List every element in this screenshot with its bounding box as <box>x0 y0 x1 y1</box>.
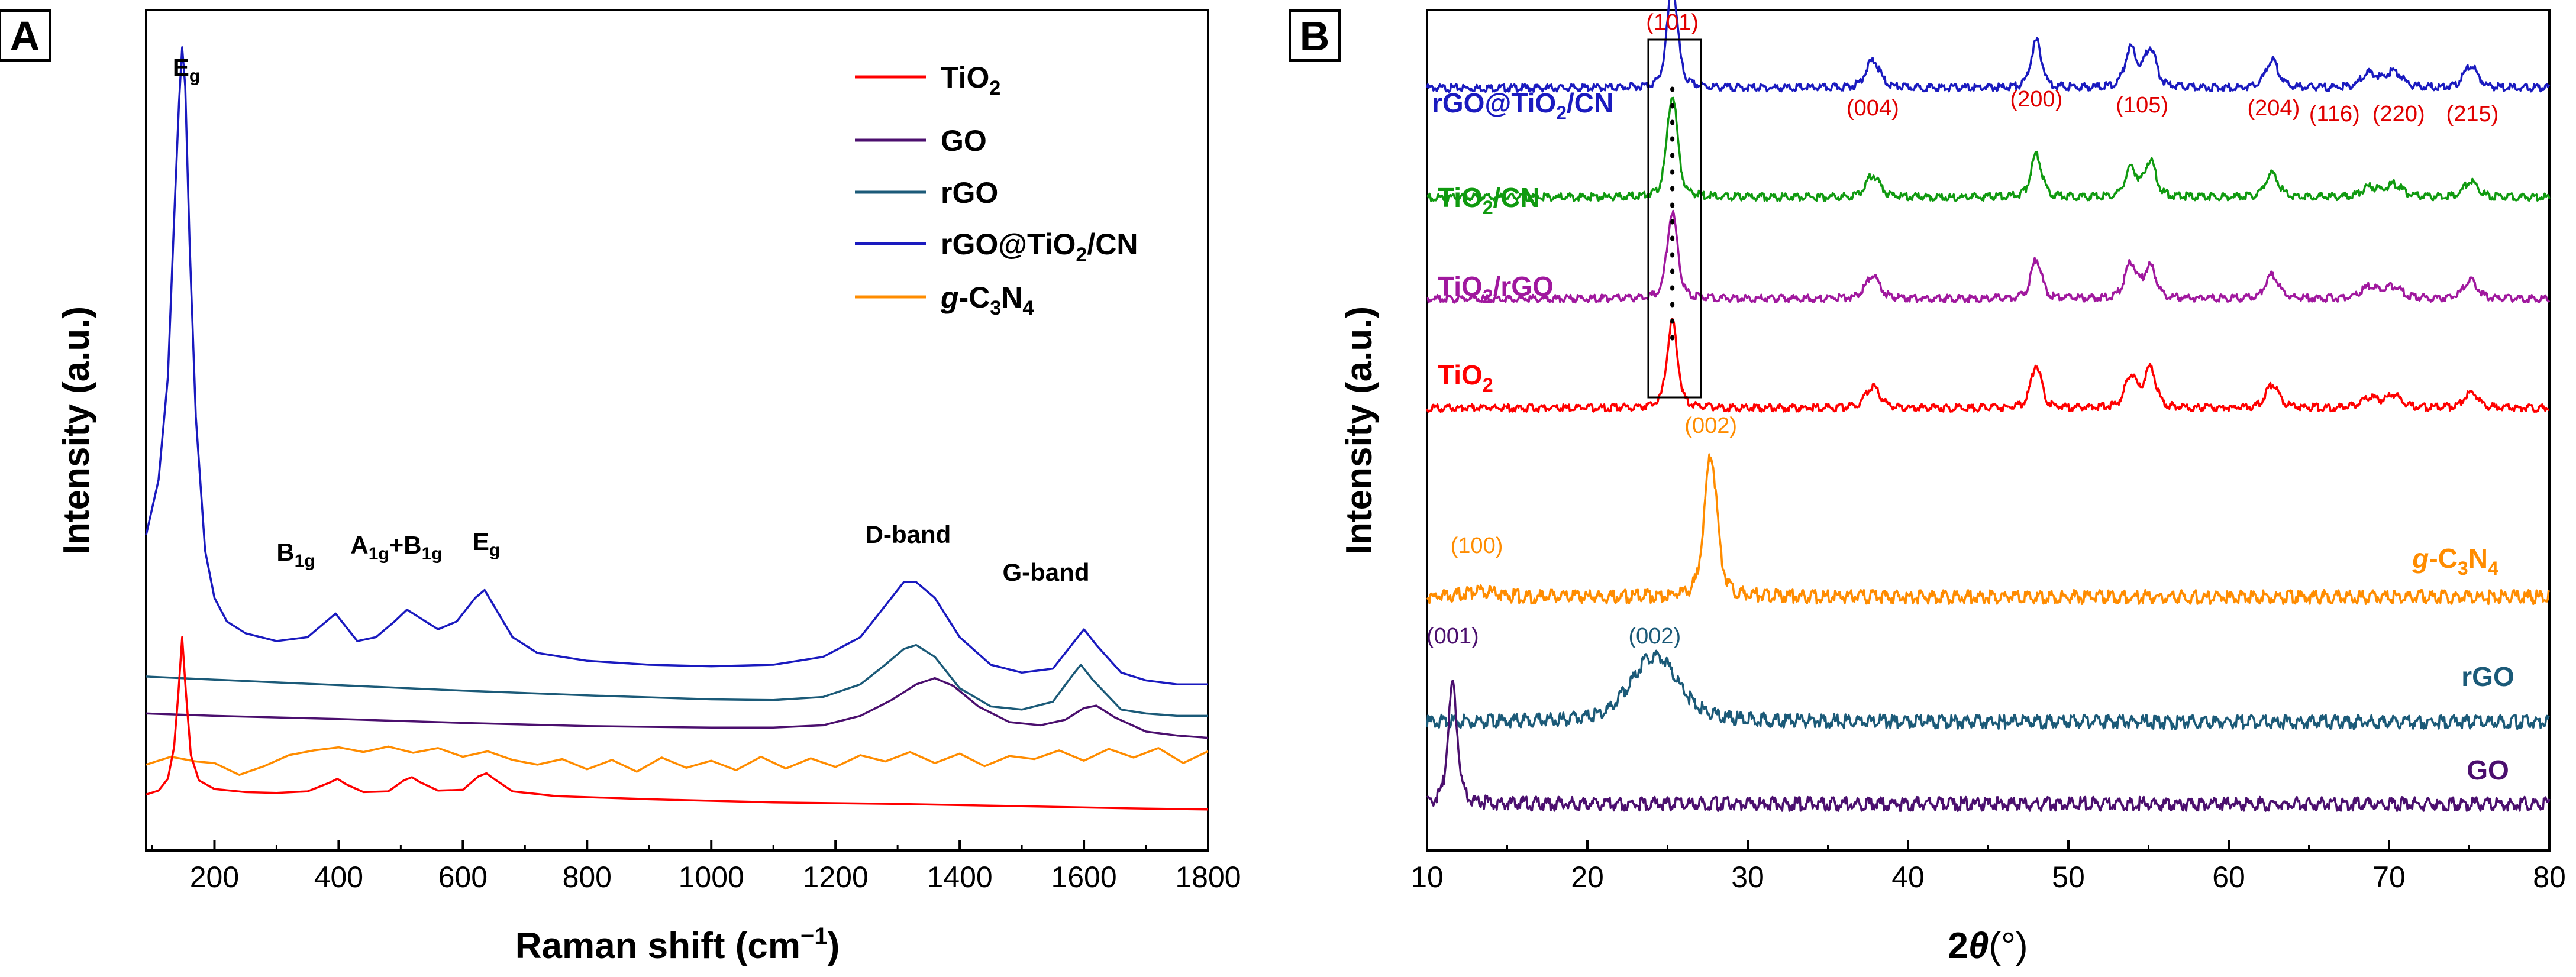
x-tick-label: 1200 <box>803 860 869 894</box>
panel-b-x-axis-title: 2θ(°) <box>1948 926 2028 966</box>
panel-b-plot-frame <box>1426 9 2551 852</box>
panel-a-legend: TiO2 GO rGO rGO@TiO2/CN g-C3N4 <box>855 61 1138 319</box>
xrd-trace-tio2-cn <box>1426 96 2551 202</box>
x-tick-label: 200 <box>190 860 239 894</box>
x-tick-label: 1400 <box>927 860 992 894</box>
legend-label-tio2: TiO2 <box>941 61 1000 99</box>
sample-label-tio2-rgo: TiO2/rGO <box>1438 271 1554 307</box>
x-tick-label: 600 <box>438 860 488 894</box>
raman-trace-g-c3n4 <box>146 745 1209 776</box>
sample-label-rgo: rGO <box>2461 661 2514 692</box>
x-tick-label: 70 <box>2372 860 2406 894</box>
legend-label-g-c3n4: g-C3N4 <box>940 281 1034 319</box>
panel-a-letter: A <box>10 13 40 59</box>
x-tick-label: 1800 <box>1175 860 1241 894</box>
peak-label: (004) <box>1847 96 1899 121</box>
xrd-trace-g-c3n4 <box>1426 453 2551 606</box>
peak-label: (001) <box>1426 624 1479 649</box>
annot-eg-top: Eg <box>173 53 200 86</box>
peak-label: (200) <box>2010 87 2062 112</box>
panel-a-letter-box <box>0 9 51 62</box>
peak-label: (215) <box>2446 102 2499 127</box>
panel-a-plot-frame <box>145 9 1209 852</box>
panel-a-traces <box>145 46 1209 811</box>
highlight-box <box>1647 38 1702 399</box>
annot-g-band: G-band <box>1003 558 1090 586</box>
x-tick-label: 1000 <box>679 860 744 894</box>
raman-trace-tio2 <box>146 636 1209 811</box>
x-tick-label: 80 <box>2533 860 2566 894</box>
xrd-trace-tio2-rgo <box>1426 209 2551 304</box>
legend-label-go: GO <box>941 124 987 157</box>
x-tick-label: 50 <box>2052 860 2085 894</box>
legend-label-rgo-tio2-cn: rGO@TiO2/CN <box>941 228 1138 266</box>
raman-trace-go <box>146 677 1209 739</box>
x-tick-label: 60 <box>2212 860 2245 894</box>
sample-label-g-c3n4: g-C3N4 <box>2412 543 2498 579</box>
x-tick-label: 800 <box>563 860 612 894</box>
peak-label: (100) <box>1451 533 1503 558</box>
xrd-trace-rgo-tio2-cn <box>1426 0 2551 93</box>
sample-label-rgo-tio2-cn: rGO@TiO2/CN <box>1432 88 1613 124</box>
x-tick-label: 40 <box>1891 860 1925 894</box>
peak-label: (220) <box>2372 102 2425 127</box>
peak-label: (101) <box>1646 10 1699 35</box>
panel-b-y-axis-title: Intensity (a.u.) <box>1339 306 1380 555</box>
x-tick-label: 10 <box>1410 860 1444 894</box>
annot-eg: Eg <box>473 528 500 560</box>
panel-b-letter: B <box>1300 13 1330 59</box>
raman-trace-rgo-tio2-cn <box>145 46 1208 685</box>
panel-b-traces <box>1426 0 2551 812</box>
panel-b-highlight-box <box>1647 38 1702 399</box>
sample-label-tio2: TiO2 <box>1438 360 1493 396</box>
panel-b: B 10 20 30 40 50 60 70 80 (101)(004) (200) (105)(… <box>1289 0 2566 966</box>
panel-b-letter-box <box>1289 9 1341 62</box>
xrd-trace-tio2 <box>1426 318 2550 413</box>
panel-a-x-ticks: 200 400 600 800 1000 1200 1400 1600 1800 <box>151 840 1241 894</box>
panel-a: A 200 400 600 800 1000 1200 1400 1600 1800 Eg B1… <box>0 9 1241 966</box>
x-tick-label: 30 <box>1731 860 1764 894</box>
xrd-trace-go <box>1426 680 2551 812</box>
annot-a1g-b1g: A1g+B1g <box>350 531 442 564</box>
peak-label: (002) <box>1684 413 1737 438</box>
annot-b1g: B1g <box>276 538 315 571</box>
sample-label-go: GO <box>2467 755 2509 785</box>
raman-trace-rgo <box>146 643 1208 717</box>
peak-label: (105) <box>2116 93 2168 118</box>
peak-label: (116) <box>2309 102 2360 127</box>
sample-label-tio2-cn: TiO2/CN <box>1438 182 1540 218</box>
panel-b-x-ticks: 10 20 30 40 50 60 70 80 <box>1410 840 2566 894</box>
x-tick-label: 400 <box>314 860 363 894</box>
peak-label: (204) <box>2248 96 2300 121</box>
panel-a-y-axis-title: Intensity (a.u.) <box>56 306 97 555</box>
panel-a-x-axis-title: Raman shift (cm−1) <box>515 923 840 966</box>
legend-label-rgo: rGO <box>941 176 998 209</box>
peak-label: (002) <box>1628 624 1681 649</box>
x-tick-label: 1600 <box>1051 860 1116 894</box>
xrd-trace-rgo <box>1426 649 2551 730</box>
x-tick-label: 20 <box>1571 860 1604 894</box>
annot-d-band: D-band <box>866 520 951 548</box>
panel-b-peak-labels: (101) (004) (200) (105) (204) (116) (220) (215)… <box>1426 10 2498 649</box>
